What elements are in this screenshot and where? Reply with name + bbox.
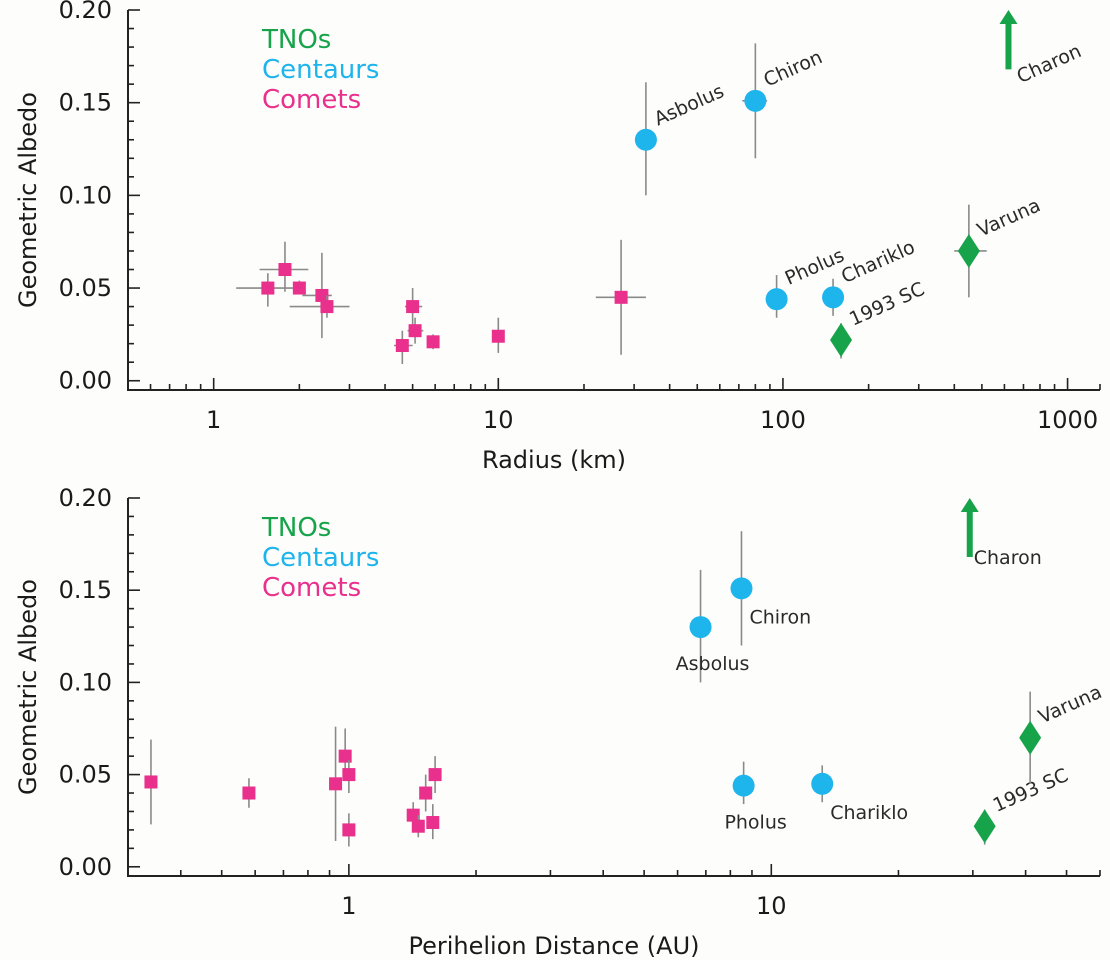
legend-entry-tno: TNOs <box>261 25 331 55</box>
x-axis-label: Radius (km) <box>482 446 626 474</box>
point-label-asbolus: Asbolus <box>676 653 750 675</box>
comet-point <box>614 290 628 304</box>
point-label-varuna: Varuna <box>974 194 1044 241</box>
point-label-chariklo: Chariklo <box>830 802 908 824</box>
comet-point <box>320 300 334 314</box>
comet-point <box>342 823 356 837</box>
centaur-point <box>744 89 767 112</box>
tno-point <box>957 233 980 268</box>
comet-point <box>428 768 442 782</box>
comet-point <box>144 775 158 789</box>
y-tick-label: 0.05 <box>59 761 112 789</box>
centaur-point <box>732 774 755 797</box>
x-axis-label: Perihelion Distance (AU) <box>408 932 699 960</box>
centaur-point <box>634 128 657 151</box>
point-label-chariklo: Chariklo <box>838 236 918 288</box>
x-tick-label: 1 <box>341 892 356 920</box>
comet-point <box>261 281 275 295</box>
legend-entry-comet: Comets <box>262 85 361 115</box>
legend-entry-comet: Comets <box>262 573 361 603</box>
comet-point <box>419 786 433 800</box>
y-tick-label: 0.20 <box>59 484 112 512</box>
comet-point <box>338 749 352 763</box>
y-tick-label: 0.05 <box>59 274 112 302</box>
series-comet <box>236 239 646 365</box>
comet-point <box>406 808 420 822</box>
y-axis-label: Geometric Albedo <box>14 579 42 795</box>
charon-arrow-head <box>999 10 1018 24</box>
centaur-point <box>689 616 712 639</box>
centaur-point <box>811 772 834 795</box>
x-tick-label: 1 <box>206 406 221 434</box>
charon-label: Charon <box>974 547 1042 569</box>
panel-perihelion: 0.00 0.05 0.10 0.15 0.20 1 10 Perihelion Distan… <box>14 484 1105 960</box>
point-label-varuna: Varuna <box>1035 681 1105 728</box>
series-comet <box>144 726 442 847</box>
charon-arrow-head <box>960 498 979 512</box>
point-label-asbolus: Asbolus <box>651 80 727 130</box>
series-centaur: Asbolus Chiron Pholus Chariklo <box>676 531 908 834</box>
y-tick-label: 0.10 <box>59 181 112 209</box>
comet-point <box>406 300 420 314</box>
point-label-chiron: Chiron <box>749 606 811 628</box>
comet-point <box>329 777 343 791</box>
y-tick-label: 0.10 <box>59 668 112 696</box>
y-axis-label: Geometric Albedo <box>14 92 42 308</box>
tno-point <box>1019 720 1042 755</box>
comet-point <box>278 263 292 277</box>
panel-radius: 0.00 0.05 0.10 0.15 0.20 1 10 100 1000 Radius (km… <box>14 0 1101 474</box>
legend-entry-centaur: Centaurs <box>262 55 379 85</box>
y-tick-label: 0.20 <box>59 0 112 24</box>
comet-point <box>426 335 440 349</box>
x-tick-label: 10 <box>756 892 787 920</box>
point-label-1993-sc: 1993 SC <box>846 278 928 331</box>
tno-point <box>830 322 853 357</box>
y-tick-label: 0.15 <box>59 89 112 117</box>
y-tick-label: 0.00 <box>59 367 112 395</box>
y-tick-label: 0.00 <box>59 853 112 881</box>
x-tick-label: 100 <box>760 406 806 434</box>
legend-entry-centaur: Centaurs <box>262 543 379 573</box>
comet-point <box>292 281 306 295</box>
centaur-point <box>822 286 845 309</box>
point-label-pholus: Pholus <box>724 812 786 834</box>
comet-point <box>491 329 505 343</box>
comet-point <box>315 288 329 302</box>
comet-point <box>408 324 422 338</box>
charon-label: Charon <box>1014 40 1085 88</box>
comet-point <box>426 816 440 830</box>
x-tick-label: 10 <box>483 406 514 434</box>
point-label-chiron: Chiron <box>760 46 825 91</box>
centaur-point <box>765 288 788 311</box>
comet-point <box>242 786 256 800</box>
axes-frame <box>127 10 1100 391</box>
y-tick-label: 0.15 <box>59 576 112 604</box>
comet-point <box>411 819 425 833</box>
x-tick-label: 1000 <box>1037 406 1098 434</box>
tno-point <box>973 809 996 844</box>
centaur-point <box>730 577 753 600</box>
legend-entry-tno: TNOs <box>261 513 331 543</box>
comet-point <box>342 768 356 782</box>
comet-point <box>395 339 409 353</box>
